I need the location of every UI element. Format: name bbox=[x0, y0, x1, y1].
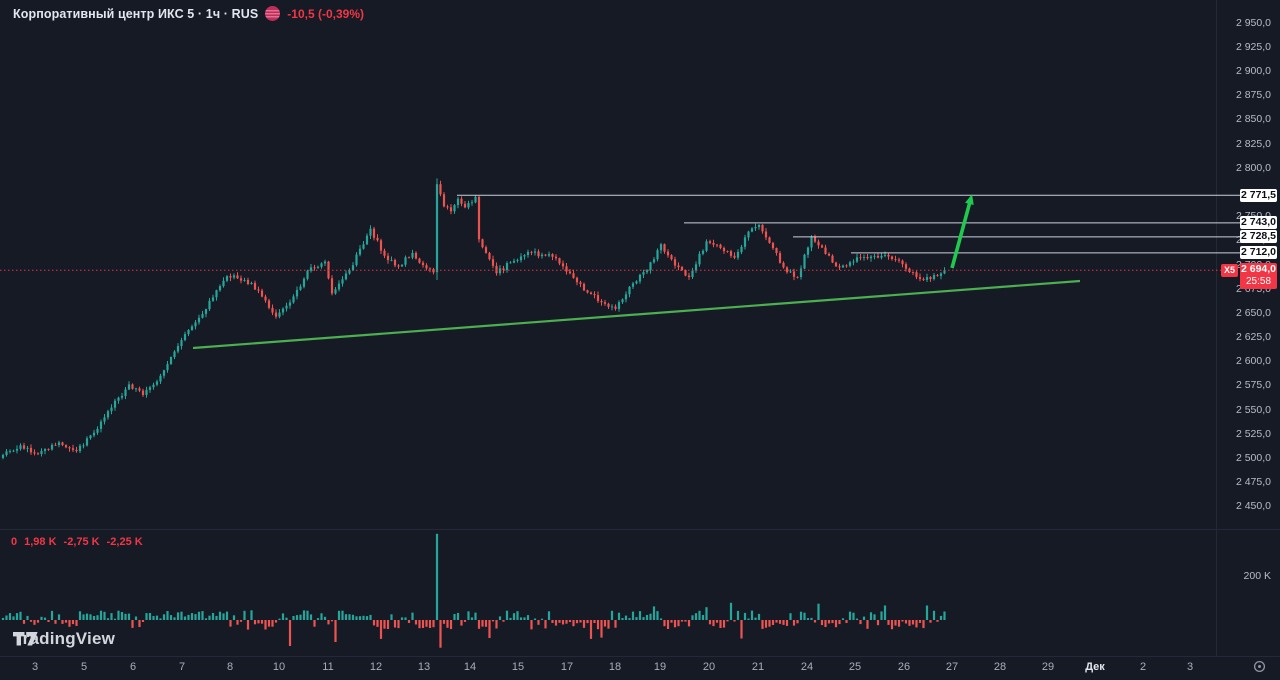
price-tick-label: 2 475,0 bbox=[1235, 476, 1271, 489]
time-tick-label: 18 bbox=[608, 661, 622, 673]
volume-legend: 0 1,98 K -2,75 K -2,25 K bbox=[11, 536, 143, 548]
volume-bars-layer bbox=[1, 533, 946, 648]
time-tick-label: 19 bbox=[653, 661, 667, 673]
bar-countdown: 25:58 bbox=[1245, 276, 1272, 288]
price-tick-label: 2 650,0 bbox=[1235, 306, 1271, 319]
time-tick-label: Дек bbox=[1085, 661, 1105, 673]
time-tick-label: 15 bbox=[511, 661, 525, 673]
price-tick-label: 2 600,0 bbox=[1235, 355, 1271, 368]
price-tick-label: 2 500,0 bbox=[1235, 451, 1271, 464]
time-tick-label: 14 bbox=[463, 661, 477, 673]
last-price-label: 2 694,0 25:58 bbox=[1240, 263, 1277, 290]
price-tick-label: 2 900,0 bbox=[1235, 65, 1271, 78]
price-tick-label: 2 925,0 bbox=[1235, 40, 1271, 53]
price-tick-label: 2 625,0 bbox=[1235, 331, 1271, 343]
clock-icon[interactable] bbox=[1253, 660, 1266, 673]
pane-divider[interactable] bbox=[0, 529, 1280, 530]
time-tick-label: 24 bbox=[800, 661, 814, 673]
price-change-text: -10,5 (-0,39%) bbox=[287, 6, 364, 21]
price-tick-label: 2 550,0 bbox=[1235, 403, 1271, 416]
time-tick-label: 17 bbox=[560, 661, 574, 673]
ticker-badge: X5 bbox=[1221, 263, 1238, 277]
time-tick-label: 25 bbox=[848, 661, 862, 673]
time-tick-label: 29 bbox=[1041, 661, 1055, 673]
time-tick-label: 5 bbox=[80, 661, 88, 673]
main-chart-pane[interactable] bbox=[0, 0, 1280, 529]
time-tick-label: 3 bbox=[31, 661, 39, 673]
volume-value-open: 0 bbox=[11, 536, 18, 548]
price-tick-label: 2 575,0 bbox=[1235, 379, 1271, 392]
candles-layer bbox=[0, 178, 1240, 460]
price-tick-label: 2 825,0 bbox=[1235, 137, 1271, 150]
time-tick-label: 28 bbox=[993, 661, 1007, 673]
volume-value-close: -2,25 K bbox=[106, 536, 143, 548]
volume-tick-label: 200 K bbox=[1243, 570, 1271, 582]
time-tick-label: 12 bbox=[369, 661, 383, 673]
symbol-title[interactable]: Корпоративный центр ИКС 5 · 1ч · RUS bbox=[13, 6, 259, 21]
time-tick-label: 27 bbox=[945, 661, 959, 673]
price-tick-label: 2 875,0 bbox=[1235, 89, 1271, 102]
time-tick-label: 3 bbox=[1186, 661, 1194, 673]
tradingview-logo-icon bbox=[13, 632, 38, 646]
time-tick-label: 8 bbox=[226, 661, 234, 673]
time-tick-label: 2 bbox=[1139, 661, 1147, 673]
level-price-label: 2 771,5 bbox=[1240, 188, 1277, 202]
time-tick-label: 7 bbox=[178, 661, 186, 673]
level-price-label: 2 728,5 bbox=[1240, 230, 1277, 244]
time-tick-label: 6 bbox=[129, 661, 137, 673]
time-tick-label: 26 bbox=[897, 661, 911, 673]
symbol-legend: Корпоративный центр ИКС 5 · 1ч · RUS -10… bbox=[13, 6, 364, 21]
price-tick-label: 2 450,0 bbox=[1235, 500, 1271, 513]
time-axis-divider bbox=[0, 656, 1280, 657]
price-tick-label: 2 800,0 bbox=[1235, 161, 1271, 174]
price-tick-label: 2 525,0 bbox=[1235, 427, 1271, 440]
last-price-value: 2 694,0 bbox=[1240, 263, 1277, 276]
time-tick-label: 21 bbox=[751, 661, 765, 673]
volume-pane[interactable] bbox=[0, 530, 1280, 656]
volume-value-high: 1,98 K bbox=[24, 536, 57, 548]
volume-value-low: -2,75 K bbox=[63, 536, 100, 548]
time-tick-label: 11 bbox=[322, 661, 334, 673]
time-tick-label: 10 bbox=[272, 661, 286, 673]
tradingview-logo-text: TradingView bbox=[13, 629, 116, 648]
level-price-label: 2 743,0 bbox=[1240, 216, 1277, 230]
time-tick-label: 13 bbox=[417, 661, 431, 673]
tradingview-logo[interactable]: TradingView bbox=[13, 629, 115, 649]
price-tick-label: 2 950,0 bbox=[1235, 16, 1271, 29]
price-tick-label: 2 850,0 bbox=[1235, 113, 1271, 126]
time-tick-label: 20 bbox=[702, 661, 716, 673]
level-price-label: 2 712,0 bbox=[1240, 246, 1277, 260]
price-axis-divider bbox=[1216, 0, 1217, 656]
x5-logo-icon bbox=[265, 6, 281, 21]
